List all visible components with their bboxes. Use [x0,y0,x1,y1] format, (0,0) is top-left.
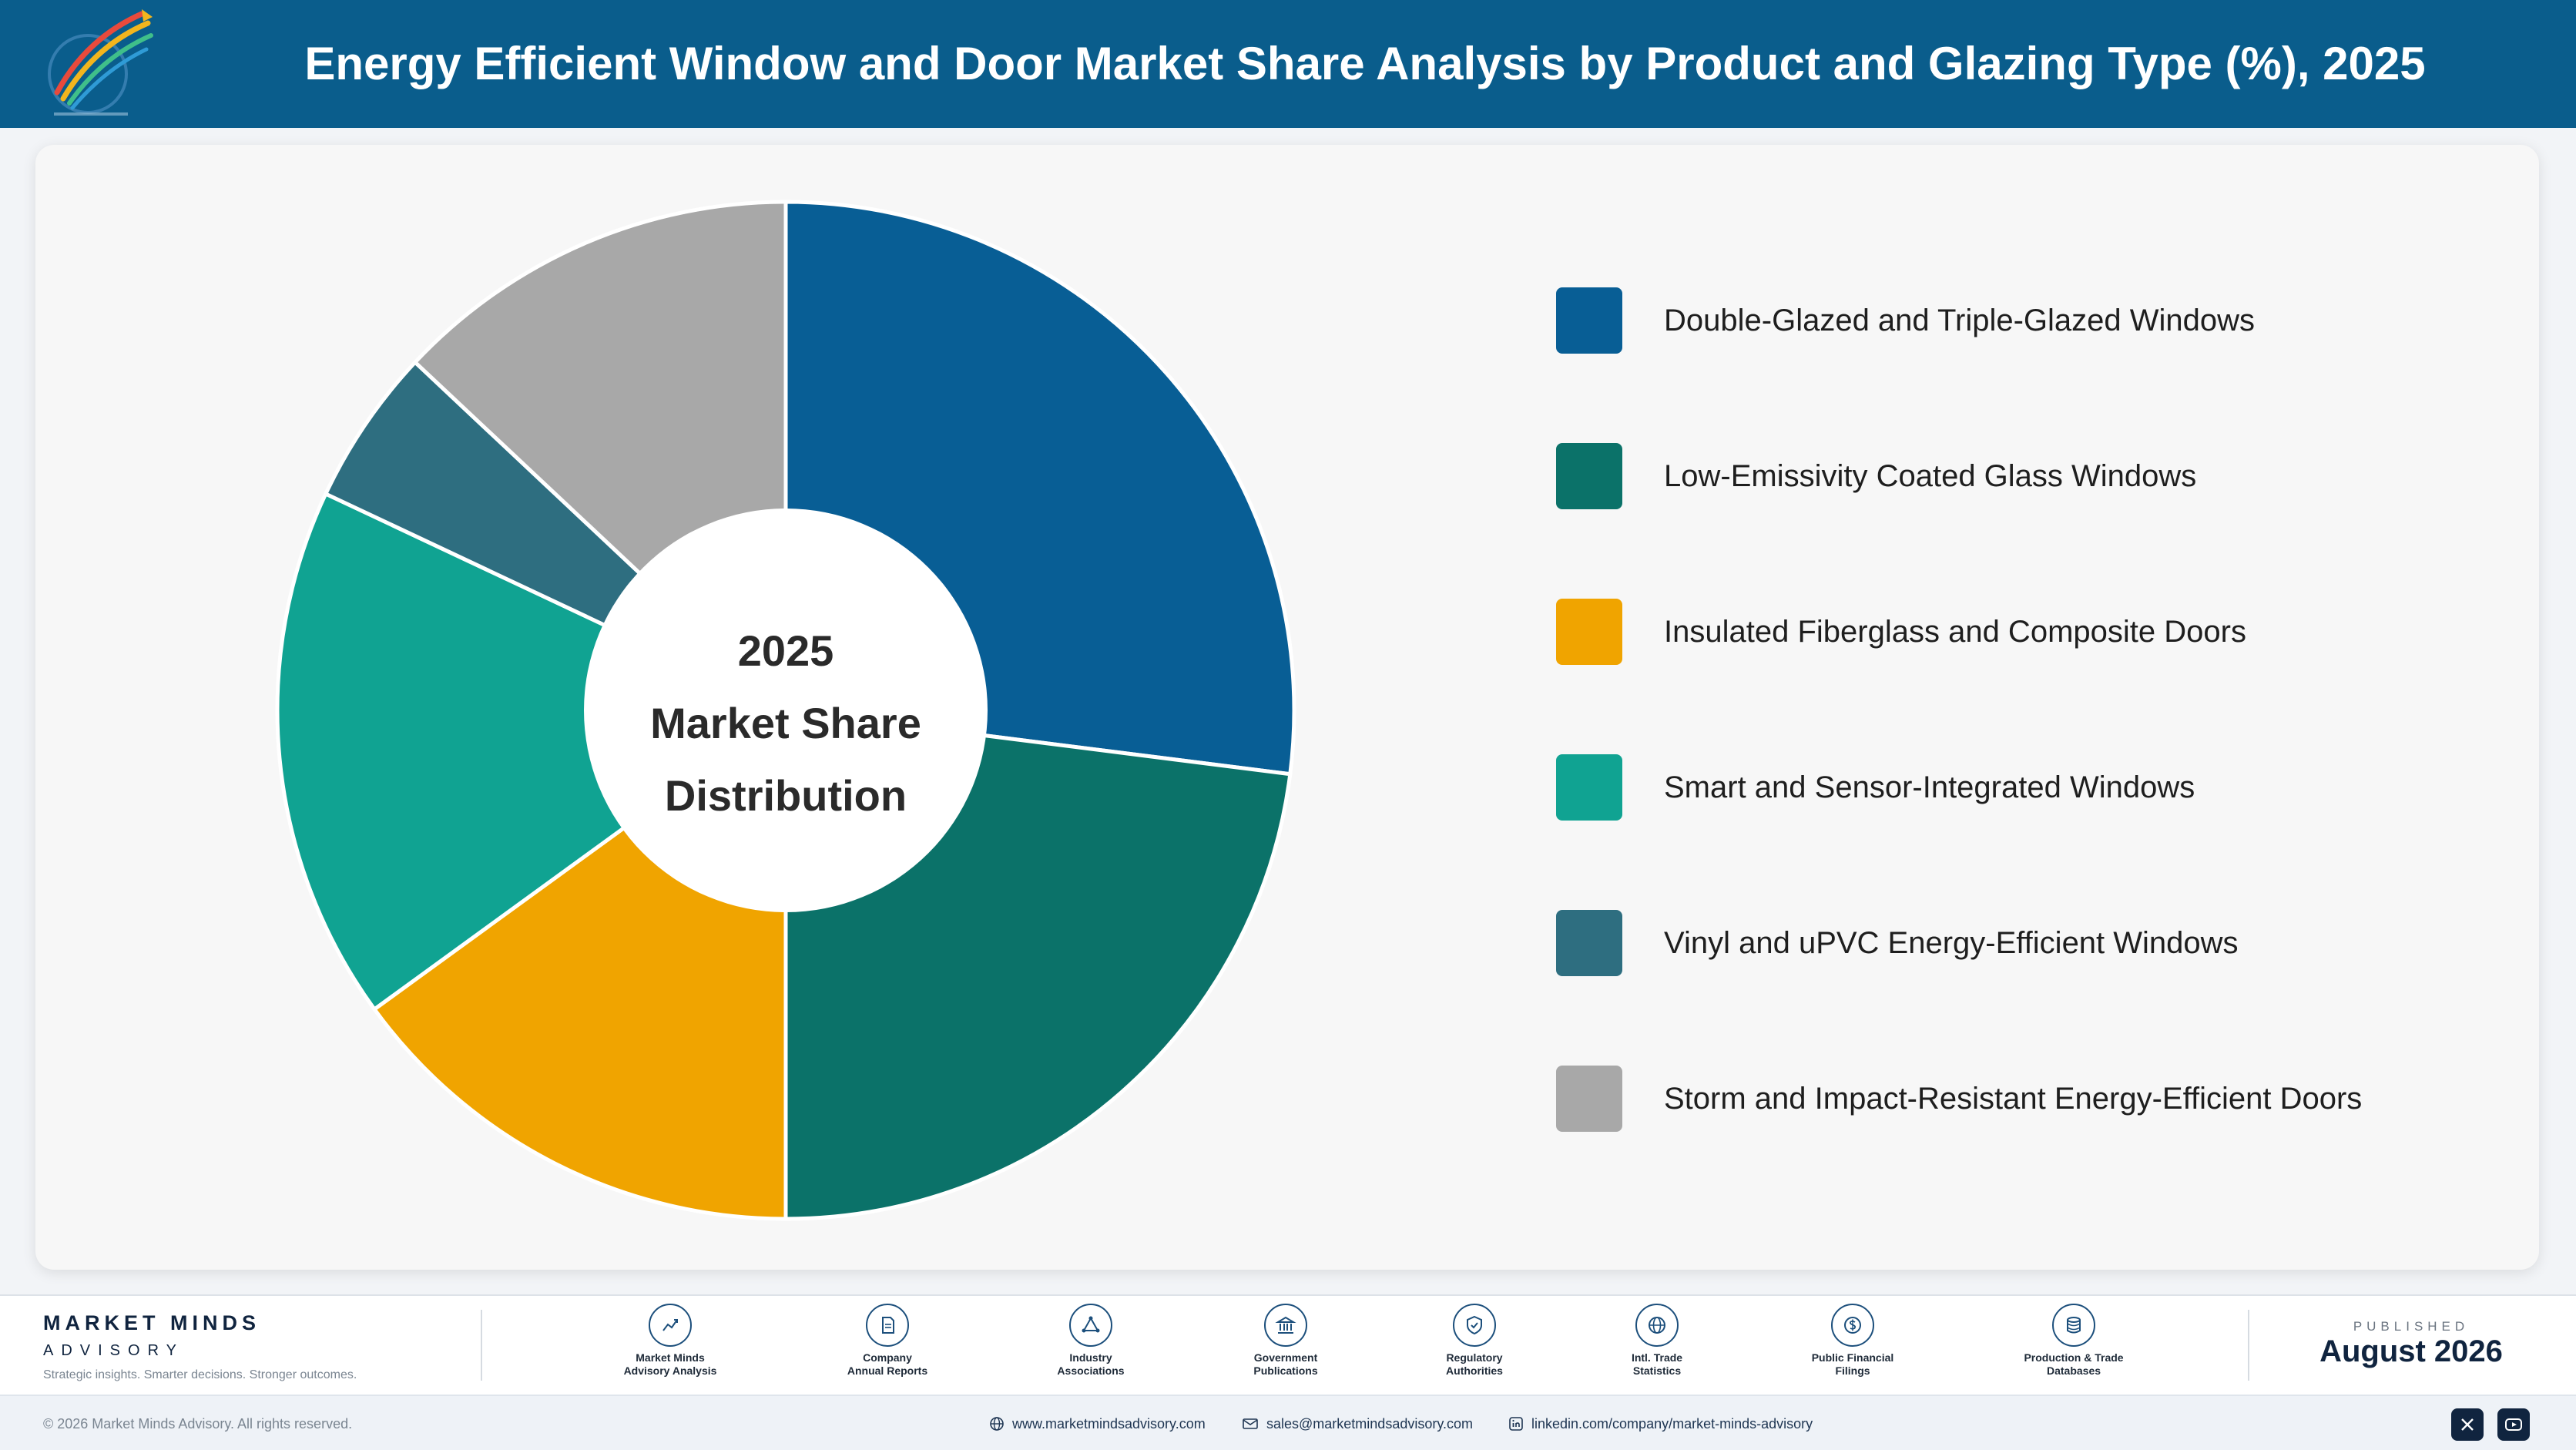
donut-chart: 2025 Market Share Distribution [275,202,1295,1219]
source-label-line-1: Industry [1069,1351,1112,1364]
center-label-line-3: Distribution [665,771,907,820]
source-label-line-2: Advisory Analysis [623,1364,717,1377]
legend-swatch [1556,910,1622,976]
legend-swatch [1556,599,1622,665]
legend-label: Storm and Impact-Resistant Energy-Effici… [1664,1082,2363,1116]
globe-icon [990,1417,1004,1431]
source-label-line-1: Government [1253,1351,1318,1364]
source-item: Public Financial Filings [1776,1304,1930,1378]
legend-swatch [1556,754,1622,821]
legend-item: Double-Glazed and Triple-Glazed Windows [1556,287,2480,354]
brand-subtitle: ADVISORY [43,1342,184,1359]
source-label: Market Minds Advisory Analysis [593,1351,747,1378]
source-label-line-1: Regulatory [1446,1351,1503,1364]
youtube-icon [2505,1418,2522,1431]
dollar-coin-icon [1831,1304,1874,1347]
source-item: Regulatory Authorities [1397,1304,1551,1378]
source-label-line-2: Authorities [1446,1364,1503,1377]
linkedin-text: linkedin.com/company/market-minds-adviso… [1531,1415,1813,1432]
legend-item: Insulated Fiberglass and Composite Doors [1556,599,2480,665]
network-icon [1069,1304,1112,1347]
source-item: Government Publications [1209,1304,1363,1378]
document-icon [866,1304,909,1347]
legend-swatch [1556,287,1622,354]
source-label-line-2: Publications [1253,1364,1318,1377]
legend-label: Vinyl and uPVC Energy-Efficient Windows [1664,926,2239,960]
shield-check-icon [1453,1304,1496,1347]
source-label-line-2: Annual Reports [847,1364,928,1377]
legend-item: Low-Emissivity Coated Glass Windows [1556,443,2480,509]
source-label-line-1: Company [863,1351,912,1364]
source-label-line-1: Market Minds [636,1351,705,1364]
legend-item: Smart and Sensor-Integrated Windows [1556,754,2480,821]
source-item: Industry Associations [1014,1304,1168,1378]
email-link[interactable]: sales@marketmindsadvisory.com [1242,1396,1473,1450]
brand-name: MARKET MINDS [43,1311,260,1334]
source-item: Intl. Trade Statistics [1580,1304,1734,1378]
mail-icon [1243,1418,1258,1429]
source-label-line-1: Production & Trade [2024,1351,2124,1364]
source-label-line-2: Filings [1835,1364,1870,1377]
footer-divider [2248,1310,2249,1381]
legend-item: Storm and Impact-Resistant Energy-Effici… [1556,1066,2480,1132]
government-building-icon [1264,1304,1307,1347]
source-label: Government Publications [1209,1351,1363,1378]
copyright-text: © 2026 Market Minds Advisory. All rights… [43,1416,353,1432]
legend-label: Double-Glazed and Triple-Glazed Windows [1664,304,2256,337]
website-text: www.marketmindsadvisory.com [1012,1415,1206,1432]
legend-swatch [1556,443,1622,509]
database-icon [2052,1304,2095,1347]
source-item: Production & Trade Databases [1997,1304,2151,1378]
legend-label: Low-Emissivity Coated Glass Windows [1664,459,2197,493]
center-label-line-2: Market Share [650,699,921,747]
source-label: Public Financial Filings [1776,1351,1930,1378]
source-item: Company Annual Reports [810,1304,964,1378]
linkedin-icon [1509,1417,1523,1431]
linkedin-link[interactable]: linkedin.com/company/market-minds-adviso… [1508,1396,1813,1450]
footer: MARKET MINDS ADVISORY Strategic insights… [0,1294,2576,1450]
source-label: Production & Trade Databases [1997,1351,2151,1378]
legend-label: Insulated Fiberglass and Composite Doors [1664,615,2246,649]
donut-hole [584,509,988,912]
bottom-bar: © 2026 Market Minds Advisory. All rights… [0,1395,2576,1450]
source-label-line-1: Intl. Trade [1631,1351,1683,1364]
source-label: Industry Associations [1014,1351,1168,1378]
market-minds-logo-icon [48,9,153,116]
email-text: sales@marketmindsadvisory.com [1266,1415,1474,1432]
youtube-social-button[interactable] [2497,1408,2530,1441]
trend-line-icon [649,1304,692,1347]
source-label-line-2: Databases [2046,1364,2101,1377]
legend-item: Vinyl and uPVC Energy-Efficient Windows [1556,910,2480,976]
website-link[interactable]: www.marketmindsadvisory.com [989,1396,1206,1450]
pie-slice-4 [275,491,790,1012]
source-label: Regulatory Authorities [1397,1351,1551,1378]
source-label-line-2: Statistics [1632,1364,1682,1377]
header-bar: Energy Efficient Window and Door Market … [0,0,2576,128]
globe-icon [1635,1304,1679,1347]
legend-label: Smart and Sensor-Integrated Windows [1664,770,2195,804]
published-caption: PUBLISHED [2353,1319,2470,1334]
x-logo-icon [2461,1418,2474,1431]
footer-divider [481,1310,482,1381]
legend-swatch [1556,1066,1622,1132]
center-label-year: 2025 [738,626,834,675]
published-date: August 2026 [2319,1334,2503,1368]
page-title: Energy Efficient Window and Door Market … [304,38,2426,89]
source-label: Intl. Trade Statistics [1580,1351,1734,1378]
brand-tagline: Strategic insights. Smarter decisions. S… [43,1368,357,1381]
x-social-button[interactable] [2451,1408,2484,1441]
source-label: Company Annual Reports [810,1351,964,1378]
source-label-line-2: Associations [1057,1364,1125,1377]
source-label-line-1: Public Financial [1811,1351,1894,1364]
source-item: Market Minds Advisory Analysis [593,1304,747,1378]
